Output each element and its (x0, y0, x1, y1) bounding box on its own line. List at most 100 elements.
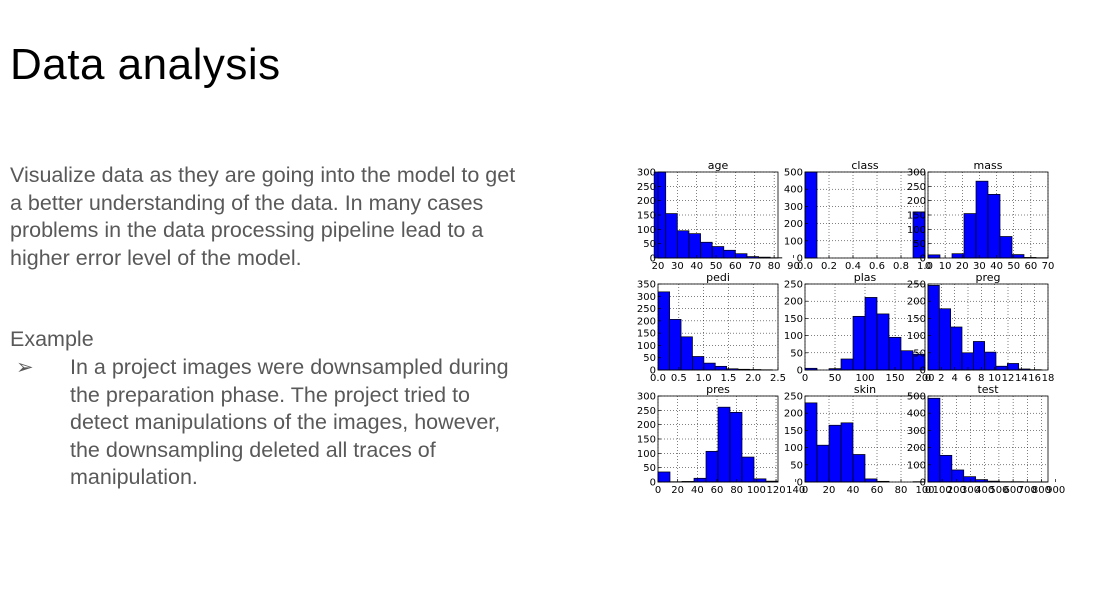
pedi-bar (657, 291, 671, 371)
preg-bar (984, 351, 997, 371)
test-y-tick-label: 0 (920, 478, 926, 489)
mass-x-tick-label: 70 (1042, 261, 1055, 272)
mass-y-tick-label: 0 (920, 254, 926, 265)
age-bar (677, 230, 690, 259)
test-x-tick-label: 200 (947, 485, 966, 496)
pedi-bar (692, 356, 705, 371)
plas-y-tick-label: 50 (790, 348, 803, 359)
plas-y-tick-label: 100 (784, 331, 803, 342)
pres-y-tick-label: 50 (643, 463, 656, 474)
test-chart-title: test (977, 383, 999, 396)
pres-x-tick-label: 100 (747, 485, 766, 496)
pres-y-tick-label: 250 (637, 406, 656, 417)
plas-bar (840, 358, 854, 371)
pres-bar (717, 406, 731, 483)
skin-x-tick-label: 20 (823, 485, 836, 496)
class-bar (804, 171, 818, 259)
pedi-bar (680, 336, 693, 371)
test-y-tick-label: 500 (907, 392, 926, 403)
mass-x-tick-label: 60 (1024, 261, 1037, 272)
plas-bar (900, 350, 914, 371)
age-x-tick-label: 20 (652, 261, 665, 272)
age-y-tick-label: 150 (637, 211, 656, 222)
pres-y-tick-label: 200 (637, 420, 656, 431)
pres-y-tick-label: 0 (650, 478, 656, 489)
skin-chart-title: skin (854, 383, 876, 396)
age-bar (688, 233, 701, 259)
skin-y-tick-label: 250 (784, 392, 803, 403)
preg-x-tick-label: 8 (978, 373, 984, 384)
pres-x-tick-label: 120 (766, 485, 785, 496)
mass-x-tick-label: 30 (973, 261, 986, 272)
mass-y-tick-label: 250 (907, 182, 926, 193)
mass-y-tick-label: 200 (907, 196, 926, 207)
age-bar (700, 241, 713, 259)
plas-x-tick-label: 200 (915, 373, 934, 384)
preg-bar (995, 365, 1008, 371)
class-y-tick-label: 0 (797, 254, 803, 265)
age-x-tick-label: 90 (787, 261, 800, 272)
pres-x-tick-label: 20 (671, 485, 684, 496)
pres-x-tick-label: 0 (655, 485, 661, 496)
age-y-tick-label: 250 (637, 182, 656, 193)
pedi-y-tick-label: 100 (637, 341, 656, 352)
age-y-tick-label: 100 (637, 225, 656, 236)
class-x-tick-label: 0.4 (845, 261, 861, 272)
mass-y-tick-label: 50 (913, 239, 926, 250)
age-y-tick-label: 0 (650, 254, 656, 265)
skin-bar (864, 478, 878, 483)
age-x-tick-label: 60 (729, 261, 742, 272)
class-x-tick-label: 1.0 (917, 261, 933, 272)
test-x-tick-label: 400 (975, 485, 994, 496)
age-bar (723, 249, 736, 259)
test-bar (939, 454, 953, 483)
preg-y-tick-label: 50 (913, 348, 926, 359)
skin-x-tick-label: 60 (871, 485, 884, 496)
pres-x-tick-label: 40 (691, 485, 704, 496)
preg-x-tick-label: 16 (1028, 373, 1041, 384)
plas-chart-title: plas (854, 271, 877, 284)
pres-x-tick-label: 60 (711, 485, 724, 496)
skin-bar (828, 424, 842, 483)
pres-x-tick-label: 80 (730, 485, 743, 496)
age-x-tick-label: 70 (748, 261, 761, 272)
example-heading: Example (10, 327, 94, 351)
skin-bar (852, 454, 866, 483)
pedi-x-tick-label: 0.0 (650, 373, 666, 384)
test-y-tick-label: 200 (907, 443, 926, 454)
test-bar (927, 397, 941, 483)
plas-y-tick-label: 200 (784, 297, 803, 308)
class-plot-frame (804, 171, 926, 259)
skin-y-tick-label: 50 (790, 460, 803, 471)
skin-bar (804, 402, 818, 483)
age-bar (665, 213, 678, 259)
mass-bar (999, 236, 1013, 259)
class-x-tick-label: 0.6 (869, 261, 885, 272)
pres-bar (729, 411, 743, 483)
plas-y-tick-label: 0 (797, 366, 803, 377)
pedi-y-tick-label: 200 (637, 316, 656, 327)
plas-y-tick-label: 150 (784, 314, 803, 325)
skin-x-tick-label: 80 (895, 485, 908, 496)
test-x-tick-label: 300 (961, 485, 980, 496)
age-x-tick-label: 40 (690, 261, 703, 272)
slide-title: Data analysis (10, 40, 281, 89)
age-x-tick-label: 50 (710, 261, 723, 272)
skin-x-tick-label: 40 (847, 485, 860, 496)
preg-y-tick-label: 200 (907, 297, 926, 308)
plas-x-tick-label: 150 (885, 373, 904, 384)
mass-bar (963, 213, 977, 259)
class-x-tick-label: 0.8 (893, 261, 909, 272)
test-plot-frame (927, 395, 1049, 483)
intro-paragraph: Visualize data as they are going into th… (10, 163, 516, 270)
pedi-y-tick-label: 150 (637, 329, 656, 340)
age-bar (711, 246, 725, 259)
skin-bar (840, 422, 854, 483)
preg-x-tick-label: 4 (951, 373, 957, 384)
mass-y-tick-label: 150 (907, 211, 926, 222)
age-bar (735, 253, 748, 259)
mass-x-tick-label: 20 (956, 261, 969, 272)
mass-y-tick-label: 300 (907, 168, 926, 179)
preg-y-tick-label: 250 (907, 280, 926, 291)
preg-y-tick-label: 100 (907, 331, 926, 342)
